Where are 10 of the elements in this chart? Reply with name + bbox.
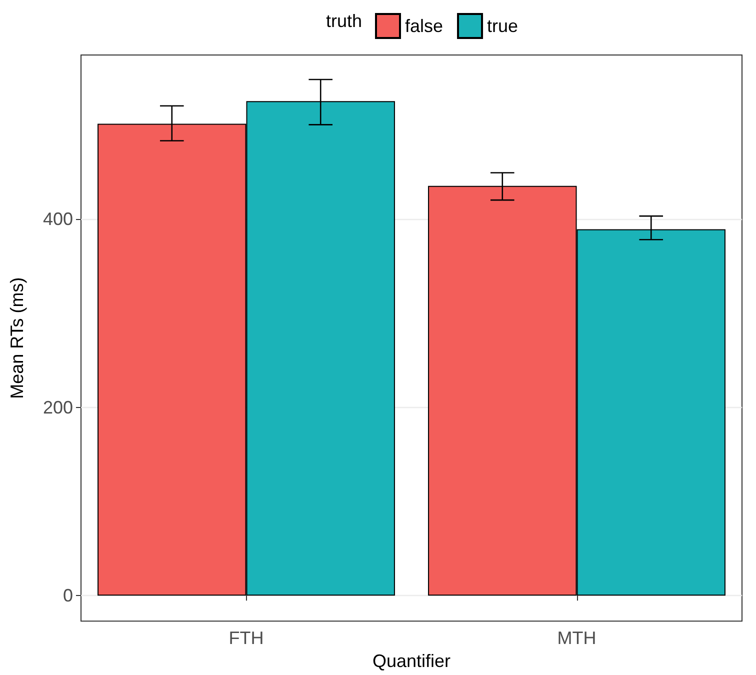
legend-title: truth [326,11,362,31]
y-tick-label: 400 [42,208,73,229]
y-tick-label: 200 [42,397,73,418]
x-axis-title: Quantifier [372,651,451,671]
y-axis-title: Mean RTs (ms) [7,277,27,399]
x-tick-label: FTH [228,628,264,648]
legend-label: true [487,16,518,36]
x-tick-label: MTH [557,628,596,648]
legend-label: false [405,16,444,36]
y-tick-label: 0 [62,586,73,606]
